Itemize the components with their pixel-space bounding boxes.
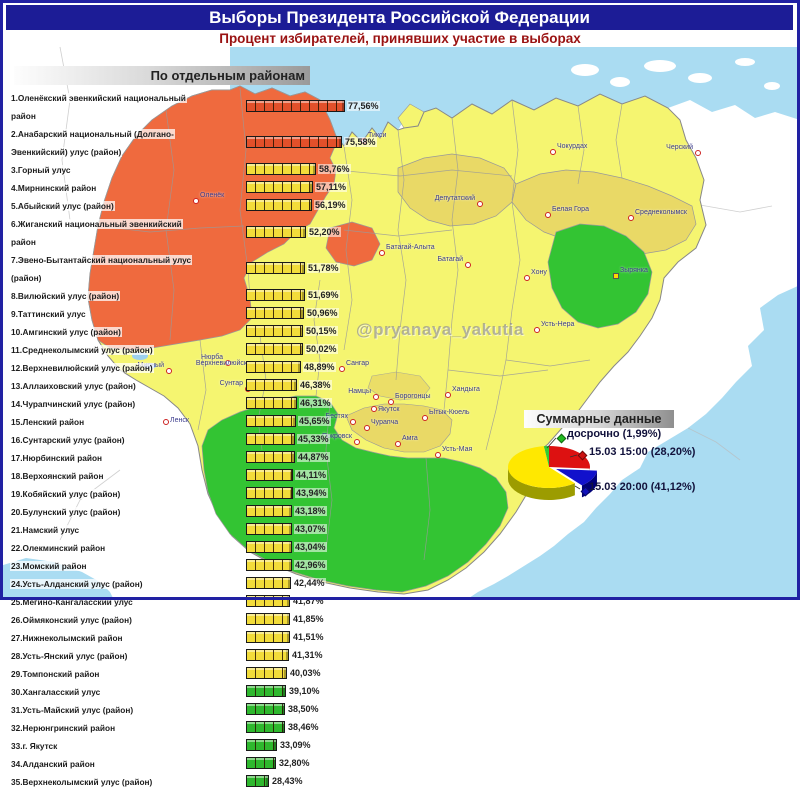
district-bar <box>246 721 285 733</box>
district-bar <box>246 685 286 697</box>
district-row: 35.Верхнеколымский улус (район) 28,43% <box>10 772 390 790</box>
district-label: 29.Томпонский район <box>10 669 100 679</box>
district-bar <box>246 739 277 751</box>
district-row: 27.Нижнеколымский район 41,51% <box>10 628 390 646</box>
district-value: 41,31% <box>291 650 324 660</box>
bar-cube-texture <box>247 758 275 768</box>
summary-panel-header: Суммарные данные <box>524 410 674 428</box>
bar-cube-texture <box>247 650 288 660</box>
district-bar <box>246 775 269 787</box>
page-subtitle: Процент избирателей, принявших участие в… <box>0 31 800 46</box>
district-row: 30.Хангаласский улус 39,10% <box>10 682 390 700</box>
bar-cube-texture <box>247 632 289 642</box>
title-bar: Выборы Президента Российской Федерации <box>6 5 793 30</box>
district-label: 31.Усть-Майский улус (район) <box>10 705 134 715</box>
legend-label: досрочно (1,99%) <box>567 428 661 440</box>
district-row: 34.Алданский район 32,80% <box>10 754 390 772</box>
district-row: 32.Нерюнгринский район 38,46% <box>10 718 390 736</box>
district-value: 41,85% <box>292 614 325 624</box>
district-label: 28.Усть-Янский улус (район) <box>10 651 128 661</box>
district-value: 28,43% <box>271 776 304 786</box>
district-row: 29.Томпонский район 40,03% <box>10 664 390 682</box>
legend-connector-line <box>575 486 580 489</box>
district-value: 39,10% <box>288 686 321 696</box>
legend-label: 15.03 15:00 (28,20%) <box>589 446 695 458</box>
district-value: 33,09% <box>279 740 312 750</box>
district-bar <box>246 757 276 769</box>
legend-label: 15.03 20:00 (41,12%) <box>589 481 695 493</box>
district-label: 32.Нерюнгринский район <box>10 723 116 733</box>
district-label: 27.Нижнеколымский район <box>10 633 124 643</box>
district-value: 41,51% <box>292 632 325 642</box>
district-bar <box>246 667 287 679</box>
bar-cube-texture <box>247 686 285 696</box>
bar-cube-texture <box>247 704 284 714</box>
district-row: 26.Оймяконский улус (район) 41,85% <box>10 610 390 628</box>
district-value: 38,46% <box>287 722 320 732</box>
district-label: 26.Оймяконский улус (район) <box>10 615 133 625</box>
district-bar <box>246 649 289 661</box>
bar-cube-texture <box>247 776 268 786</box>
district-bar <box>246 613 290 625</box>
district-value: 32,80% <box>278 758 311 768</box>
turnout-pie-chart <box>0 0 800 600</box>
district-row: 33.г. Якутск 33,09% <box>10 736 390 754</box>
district-label: 33.г. Якутск <box>10 741 58 751</box>
district-bar <box>246 631 290 643</box>
bar-cube-texture <box>247 668 286 678</box>
district-label: 34.Алданский район <box>10 759 96 769</box>
district-value: 38,50% <box>287 704 320 714</box>
district-row: 28.Усть-Янский улус (район) 41,31% <box>10 646 390 664</box>
district-label: 35.Верхнеколымский улус (район) <box>10 777 153 787</box>
bar-cube-texture <box>247 722 284 732</box>
district-label: 30.Хангаласский улус <box>10 687 101 697</box>
bar-cube-texture <box>247 740 276 750</box>
bar-cube-texture <box>247 614 289 624</box>
district-value: 40,03% <box>289 668 322 678</box>
page-title: Выборы Президента Российской Федерации <box>209 8 590 27</box>
district-row: 31.Усть-Майский улус (район) 38,50% <box>10 700 390 718</box>
district-bar <box>246 703 285 715</box>
